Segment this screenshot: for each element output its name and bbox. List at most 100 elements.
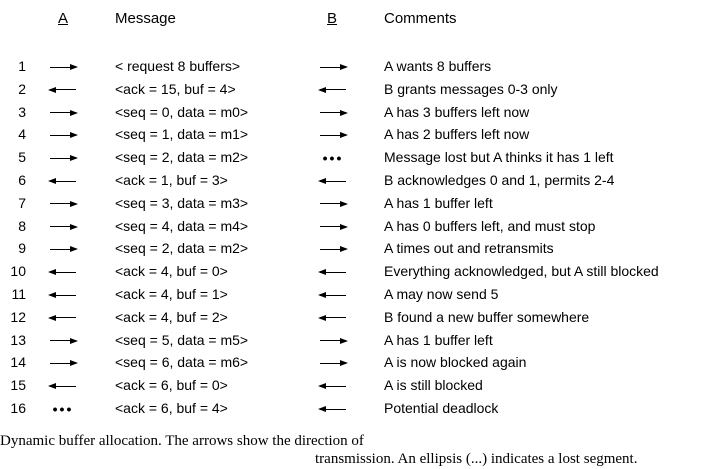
message-text: <ack = 6, buf = 0> (115, 377, 228, 394)
row-number: 14 (10, 354, 26, 371)
comment-text: A wants 8 buffers (384, 58, 492, 74)
row-number: 9 (18, 240, 26, 257)
row-number: 12 (10, 308, 26, 325)
arrow-right-icon (48, 246, 78, 253)
arrow-left-icon (48, 383, 78, 390)
arrow-left-icon (318, 178, 348, 184)
direction-a (48, 337, 78, 344)
direction-a (48, 132, 78, 139)
comment-text: A may now send 5 (384, 286, 499, 302)
message-text: <seq = 2, data = m2> (115, 240, 249, 257)
table-row: 10 <ack = 4, buf = 0> Everything acknowled… (0, 260, 704, 282)
table-row: 1 < request 8 buffers> A wants 8 buffers (0, 55, 704, 77)
comment-text: B grants messages 0-3 only (384, 80, 558, 97)
arrow-right-icon (48, 337, 78, 344)
direction-b (318, 269, 348, 276)
arrow-left-icon (318, 269, 348, 276)
column-header-b: B (327, 10, 337, 27)
direction-a (48, 86, 78, 93)
comment-text: A has 1 buffer left (384, 194, 493, 211)
comment-text: Potential deadlock (384, 400, 499, 416)
comment-text: Message lost but A thinks it has 1 left (384, 149, 614, 166)
comment-text: A has 0 buffers left, and must stop (384, 217, 596, 234)
table-row: 7 <seq = 3, data = m3> A has 1 buffer left (0, 192, 704, 214)
arrow-left-icon (318, 383, 348, 390)
direction-a (48, 178, 78, 184)
row-number: 15 (10, 377, 26, 394)
lost-segment-ellipsis: ••• (322, 150, 344, 167)
direction-a: ••• (48, 402, 78, 416)
arrow-left-icon (48, 292, 78, 298)
table-row: 6 <ack = 1, buf = 3> B acknowledges 0 and … (0, 169, 704, 191)
table-row: 5 <seq = 2, data = m2> ••• Message lost but… (0, 146, 704, 168)
direction-b (318, 406, 348, 412)
comment-text: B found a new buffer somewhere (384, 308, 590, 325)
message-text: <seq = 6, data = m6> (115, 354, 249, 371)
message-text: <seq = 0, data = m0> (115, 103, 249, 120)
table-row: 9 <seq = 2, data = m2> A times out and ret… (0, 237, 704, 259)
arrow-left-icon (318, 292, 348, 298)
arrow-right-icon (48, 155, 78, 162)
column-header-comments: Comments (384, 10, 457, 27)
direction-b (318, 292, 348, 298)
arrow-right-icon (318, 246, 348, 253)
row-number: 7 (18, 194, 26, 211)
arrow-right-icon (318, 64, 348, 70)
comment-text: A is now blocked again (384, 354, 527, 371)
direction-a (48, 155, 78, 162)
row-number: 16 (10, 400, 26, 416)
message-text: <seq = 4, data = m4> (115, 217, 249, 234)
direction-a (48, 360, 78, 367)
row-number: 4 (18, 126, 26, 143)
comment-text: Everything acknowledged, but A still blo… (384, 263, 659, 280)
comment-text: A is still blocked (384, 377, 483, 394)
arrow-right-icon (48, 109, 78, 116)
direction-a (48, 269, 78, 276)
comment-text: A has 2 buffers left now (384, 126, 530, 143)
message-text: <ack = 4, buf = 1> (115, 286, 228, 302)
column-header-a: A (58, 10, 68, 27)
message-text: <seq = 5, data = m5> (115, 331, 249, 348)
message-text: <ack = 4, buf = 0> (115, 263, 228, 280)
row-number: 13 (10, 331, 26, 348)
direction-a (48, 200, 78, 207)
message-text: <ack = 1, buf = 3> (115, 172, 228, 188)
message-text: <ack = 4, buf = 2> (115, 308, 228, 325)
arrow-right-icon (318, 337, 348, 344)
comment-text: A times out and retransmits (384, 240, 554, 257)
table-row: 13 <seq = 5, data = m5> A has 1 buffer lef… (0, 329, 704, 351)
arrow-left-icon (48, 178, 78, 184)
row-number: 10 (10, 263, 26, 280)
message-text: < request 8 buffers> (115, 58, 241, 74)
message-text: <seq = 3, data = m3> (115, 194, 249, 211)
table-row: 2 <ack = 15, buf = 4> B grants messages 0-… (0, 78, 704, 100)
direction-a (48, 64, 78, 70)
arrow-right-icon (48, 64, 78, 70)
row-number: 2 (18, 80, 26, 97)
row-number: 3 (18, 103, 26, 120)
comment-text: B acknowledges 0 and 1, permits 2-4 (384, 172, 615, 188)
arrow-right-icon (48, 132, 78, 139)
direction-a (48, 314, 78, 321)
table-row: 16 ••• <ack = 6, buf = 4> Potential deadloc… (0, 397, 704, 419)
figure-caption-line-2: transmission. An ellipsis (...) indicate… (315, 451, 638, 467)
direction-b (318, 246, 348, 253)
direction-b (318, 178, 348, 184)
direction-b (318, 132, 348, 139)
row-number: 5 (18, 149, 26, 166)
direction-a (48, 292, 78, 298)
row-number: 11 (11, 286, 26, 302)
message-text: <ack = 15, buf = 4> (115, 80, 236, 97)
arrow-right-icon (48, 200, 78, 207)
table-row: 4 <seq = 1, data = m1> A has 2 buffers lef… (0, 123, 704, 145)
direction-a (48, 246, 78, 253)
arrow-left-icon (48, 86, 78, 93)
message-text: <ack = 6, buf = 4> (115, 400, 228, 416)
arrow-right-icon (318, 200, 348, 207)
direction-b (318, 200, 348, 207)
message-text: <seq = 1, data = m1> (115, 126, 249, 143)
row-number: 1 (18, 58, 26, 74)
direction-a (48, 223, 78, 230)
table-row: 3 <seq = 0, data = m0> A has 3 buffers lef… (0, 101, 704, 123)
arrow-right-icon (318, 360, 348, 367)
